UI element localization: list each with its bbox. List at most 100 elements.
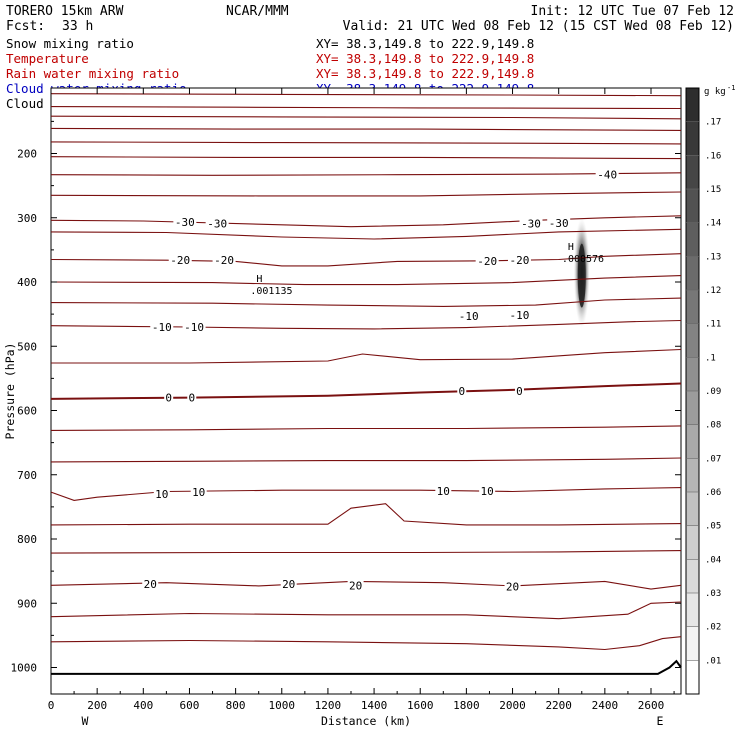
field-xy-range: XY= 38.3,149.8 to 222.9,149.8 bbox=[316, 66, 534, 81]
y-tick-label: 500 bbox=[17, 340, 37, 353]
colorbar-segment bbox=[686, 222, 699, 257]
colorbar-segment bbox=[686, 88, 699, 122]
contour-label-mask bbox=[173, 216, 197, 228]
y-tick-label: 300 bbox=[17, 212, 37, 225]
field-xy-range: XY= 38.3,149.8 to 222.9,149.8 bbox=[316, 51, 534, 66]
contour-label: -10 bbox=[152, 321, 172, 334]
extremum-value: .000576 bbox=[562, 254, 604, 265]
colorbar-tick-label: .15 bbox=[705, 185, 721, 195]
contour-label-mask bbox=[190, 486, 207, 498]
x-tick-label: 1600 bbox=[407, 699, 434, 712]
colorbar-segment bbox=[686, 290, 699, 324]
snow-plume-core bbox=[577, 243, 586, 308]
isotherm-line bbox=[50, 425, 682, 431]
colorbar-segment bbox=[686, 189, 699, 223]
contour-label-mask bbox=[457, 385, 467, 397]
contour-label-mask bbox=[347, 579, 364, 591]
isotherm-line bbox=[50, 253, 682, 267]
contour-label-mask bbox=[475, 254, 499, 266]
contour-label-mask bbox=[164, 391, 174, 403]
contour-label: 0 bbox=[516, 385, 523, 398]
colorbar: .01 .02 .03 .04 .05 .06 .07 .08 .09 .1 .11 .12 .13 .1… bbox=[685, 87, 721, 695]
y-tick-label: 800 bbox=[17, 533, 37, 546]
colorbar-tick-label: .09 bbox=[705, 387, 721, 397]
contour-label: -20 bbox=[170, 254, 190, 267]
x-tick-label: 200 bbox=[87, 699, 107, 712]
x-tick-label: 1000 bbox=[269, 699, 296, 712]
colorbar-segment bbox=[686, 357, 699, 391]
contour-label-mask bbox=[168, 254, 192, 266]
contour-label-mask bbox=[182, 320, 206, 332]
contour-label: -30 bbox=[207, 218, 227, 231]
isotherm-labels: -40 -30 -30 -30 -30 -20 -20 -20 -20 -10 -10 -10 -10 0… bbox=[142, 168, 619, 594]
terrain-line bbox=[51, 659, 682, 675]
contour-label: 20 bbox=[349, 579, 362, 592]
contour-label-mask bbox=[150, 320, 174, 332]
colorbar-tick-label: .14 bbox=[705, 219, 721, 229]
temperature-isotherms bbox=[50, 93, 682, 651]
contour-label-mask bbox=[519, 217, 543, 229]
contour-label-mask bbox=[504, 580, 521, 592]
y-tick-label: 1000 bbox=[11, 662, 38, 675]
colorbar-segment bbox=[686, 492, 699, 526]
isotherm-line bbox=[50, 601, 682, 620]
colorbar-unit: g kg -1 bbox=[704, 84, 735, 97]
contour-label: 10 bbox=[481, 485, 494, 498]
snow-mixing-ratio-shading bbox=[573, 217, 590, 327]
isotherm-line bbox=[50, 636, 682, 651]
colorbar-tick-label: .11 bbox=[705, 320, 721, 330]
contour-label: -30 bbox=[549, 217, 569, 230]
contour-label-mask bbox=[547, 216, 571, 228]
forecast-hours: 33 h bbox=[62, 19, 93, 34]
contour-label-mask bbox=[280, 577, 297, 589]
isotherm-line bbox=[50, 275, 682, 286]
colorbar-segment bbox=[686, 121, 699, 156]
y-tick-label: 900 bbox=[17, 597, 37, 610]
extremum-high-label: H bbox=[568, 242, 574, 253]
x-tick-label: 2200 bbox=[545, 699, 572, 712]
field-xy-range: XY= 38.3,149.8 to 222.9,149.8 bbox=[316, 36, 534, 51]
isotherm-line bbox=[50, 297, 682, 307]
contour-label-mask bbox=[153, 488, 170, 500]
colorbar-segment bbox=[686, 660, 699, 694]
y-tick-label: 600 bbox=[17, 405, 37, 418]
isotherm-line bbox=[50, 457, 682, 463]
contour-label: -20 bbox=[214, 254, 234, 267]
x-axis: 0 200 400 600 800 1000 1200 1400 1600 1800 2000 220… bbox=[48, 88, 675, 712]
colorbar-segment bbox=[686, 458, 699, 492]
isotherm-line bbox=[50, 487, 682, 501]
y-tick-label: 400 bbox=[17, 276, 37, 289]
colorbar-unit-text: g kg bbox=[704, 87, 726, 97]
x-axis-title: Distance (km) bbox=[321, 714, 411, 728]
colorbar-tick-label: .02 bbox=[705, 623, 721, 633]
isotherm-line bbox=[50, 503, 682, 526]
x-tick-label: 400 bbox=[133, 699, 153, 712]
contour-label: 0 bbox=[458, 385, 465, 398]
contour-label-mask bbox=[435, 484, 452, 496]
colorbar-tick-label: .06 bbox=[705, 488, 721, 498]
organization-label: NCAR/MMM bbox=[226, 4, 289, 19]
colorbar-segment bbox=[686, 256, 699, 290]
init-time: Init: 12 UTC Tue 07 Feb 12 bbox=[531, 4, 735, 19]
contour-label: 20 bbox=[282, 578, 295, 591]
contour-label-mask bbox=[479, 484, 496, 496]
contour-label: -30 bbox=[521, 218, 541, 231]
contour-label-mask bbox=[595, 168, 619, 180]
colorbar-segment bbox=[686, 559, 699, 593]
colorbar-tick-label: .07 bbox=[705, 454, 721, 464]
colorbar-segment bbox=[686, 593, 699, 627]
contour-label: -20 bbox=[510, 254, 530, 267]
isotherm-line bbox=[50, 93, 682, 97]
colorbar-tick-label: .17 bbox=[705, 118, 721, 128]
contour-label: 0 bbox=[188, 392, 195, 405]
field-name: Temperature bbox=[6, 51, 89, 66]
colorbar-tick-label: .03 bbox=[705, 589, 721, 599]
colorbar-tick-label: .04 bbox=[705, 555, 721, 565]
contour-label-mask bbox=[205, 217, 229, 229]
colorbar-segment bbox=[686, 323, 699, 358]
isotherm-line bbox=[50, 580, 682, 590]
colorbar-segment bbox=[686, 391, 699, 425]
